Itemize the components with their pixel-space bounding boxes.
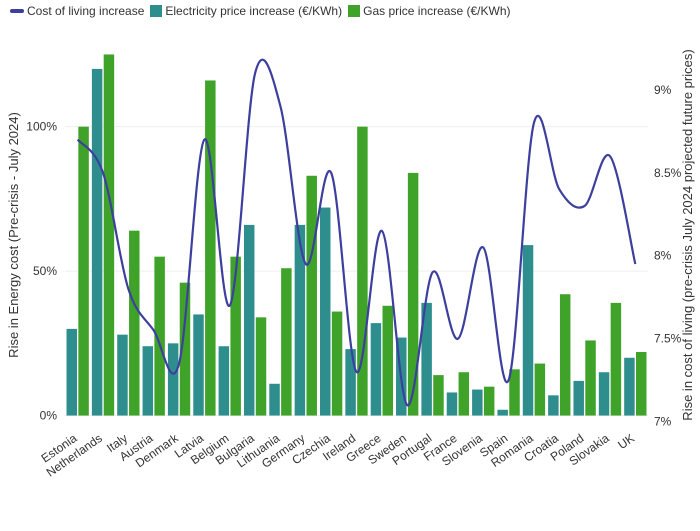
chart-svg: 0%50%100%7%7.5%8%8.5%9%EstoniaNetherland… — [0, 0, 700, 531]
bar-gas — [281, 268, 291, 415]
y-left-tick: 50% — [33, 264, 57, 278]
bar-gas — [104, 54, 114, 415]
bar-gas — [433, 375, 443, 415]
y-right-tick: 8% — [654, 249, 672, 263]
bar-electricity — [219, 346, 229, 415]
bar-electricity — [295, 225, 305, 416]
bar-electricity — [523, 245, 533, 415]
bar-gas — [383, 306, 393, 416]
bar-electricity — [624, 358, 634, 416]
bar-electricity — [244, 225, 254, 416]
bar-electricity — [472, 390, 482, 416]
bar-gas — [459, 372, 469, 415]
y-right-tick: 7.5% — [654, 332, 682, 346]
bar-gas — [256, 317, 266, 415]
y-right-tick: 7% — [654, 415, 672, 429]
bar-gas — [408, 173, 418, 416]
bar-electricity — [447, 392, 457, 415]
bar-electricity — [548, 395, 558, 415]
y-left-tick: 100% — [26, 120, 57, 134]
bar-electricity — [92, 69, 102, 416]
bar-electricity — [143, 346, 153, 415]
bar-electricity — [371, 323, 381, 415]
bar-gas — [78, 127, 88, 416]
bar-gas — [560, 294, 570, 415]
bar-gas — [129, 231, 139, 416]
bar-gas — [306, 176, 316, 416]
bar-electricity — [345, 349, 355, 415]
bar-gas — [205, 80, 215, 415]
bar-electricity — [168, 343, 178, 415]
bar-electricity — [67, 329, 77, 416]
bar-electricity — [193, 314, 203, 415]
bar-gas — [484, 387, 494, 416]
bar-gas — [636, 352, 646, 416]
y-right-tick: 8.5% — [654, 166, 682, 180]
bar-electricity — [117, 335, 127, 416]
y-left-tick: 0% — [40, 409, 58, 423]
x-tick-label: UK — [615, 431, 637, 452]
bar-electricity — [269, 384, 279, 416]
bar-electricity — [599, 372, 609, 415]
bar-gas — [611, 303, 621, 416]
bar-gas — [332, 312, 342, 416]
bar-gas — [535, 364, 545, 416]
bar-electricity — [497, 410, 507, 416]
y-right-axis-label: Rise in cost of living (pre-crisis July … — [680, 49, 695, 420]
bar-electricity — [573, 381, 583, 416]
y-left-axis-label: Rise in Energy cost (Pre-crisis - July 2… — [6, 112, 21, 358]
y-right-tick: 9% — [654, 83, 672, 97]
bar-gas — [585, 340, 595, 415]
bar-electricity — [320, 208, 330, 416]
